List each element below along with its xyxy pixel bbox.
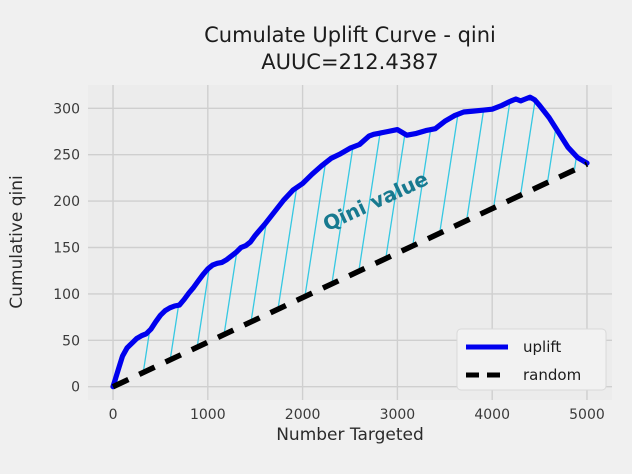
y-tick-label: 300 (53, 101, 80, 117)
y-axis-ticks: 0 50 100 150 200 250 300 (53, 101, 80, 395)
y-tick-label: 50 (62, 333, 80, 349)
x-tick-label: 3000 (380, 407, 416, 423)
x-tick-label: 0 (109, 407, 118, 423)
y-tick-label: 150 (53, 241, 80, 257)
x-axis-ticks: 0 1000 2000 3000 4000 5000 (109, 407, 605, 423)
y-tick-label: 0 (71, 380, 80, 396)
y-tick-label: 250 (53, 148, 80, 164)
uplift-curve (110, 94, 590, 390)
random-baseline-line (111, 161, 589, 390)
legend-uplift-label: uplift (523, 338, 561, 356)
legend-random-label: random (523, 366, 581, 384)
x-tick-label: 1000 (190, 407, 226, 423)
x-axis-label: Number Targeted (276, 425, 424, 445)
x-tick-label: 2000 (285, 407, 321, 423)
legend: uplift random (456, 328, 607, 391)
chart-title-line1: Cumulate Uplift Curve - qini (204, 23, 496, 47)
curves (110, 94, 590, 390)
x-tick-label: 5000 (569, 407, 605, 423)
y-tick-label: 200 (53, 194, 80, 210)
chart-title-line2: AUUC=212.4387 (261, 50, 439, 74)
x-tick-label: 4000 (474, 407, 510, 423)
y-axis-label: Cumulative qini (7, 175, 27, 308)
y-tick-label: 100 (53, 287, 80, 303)
